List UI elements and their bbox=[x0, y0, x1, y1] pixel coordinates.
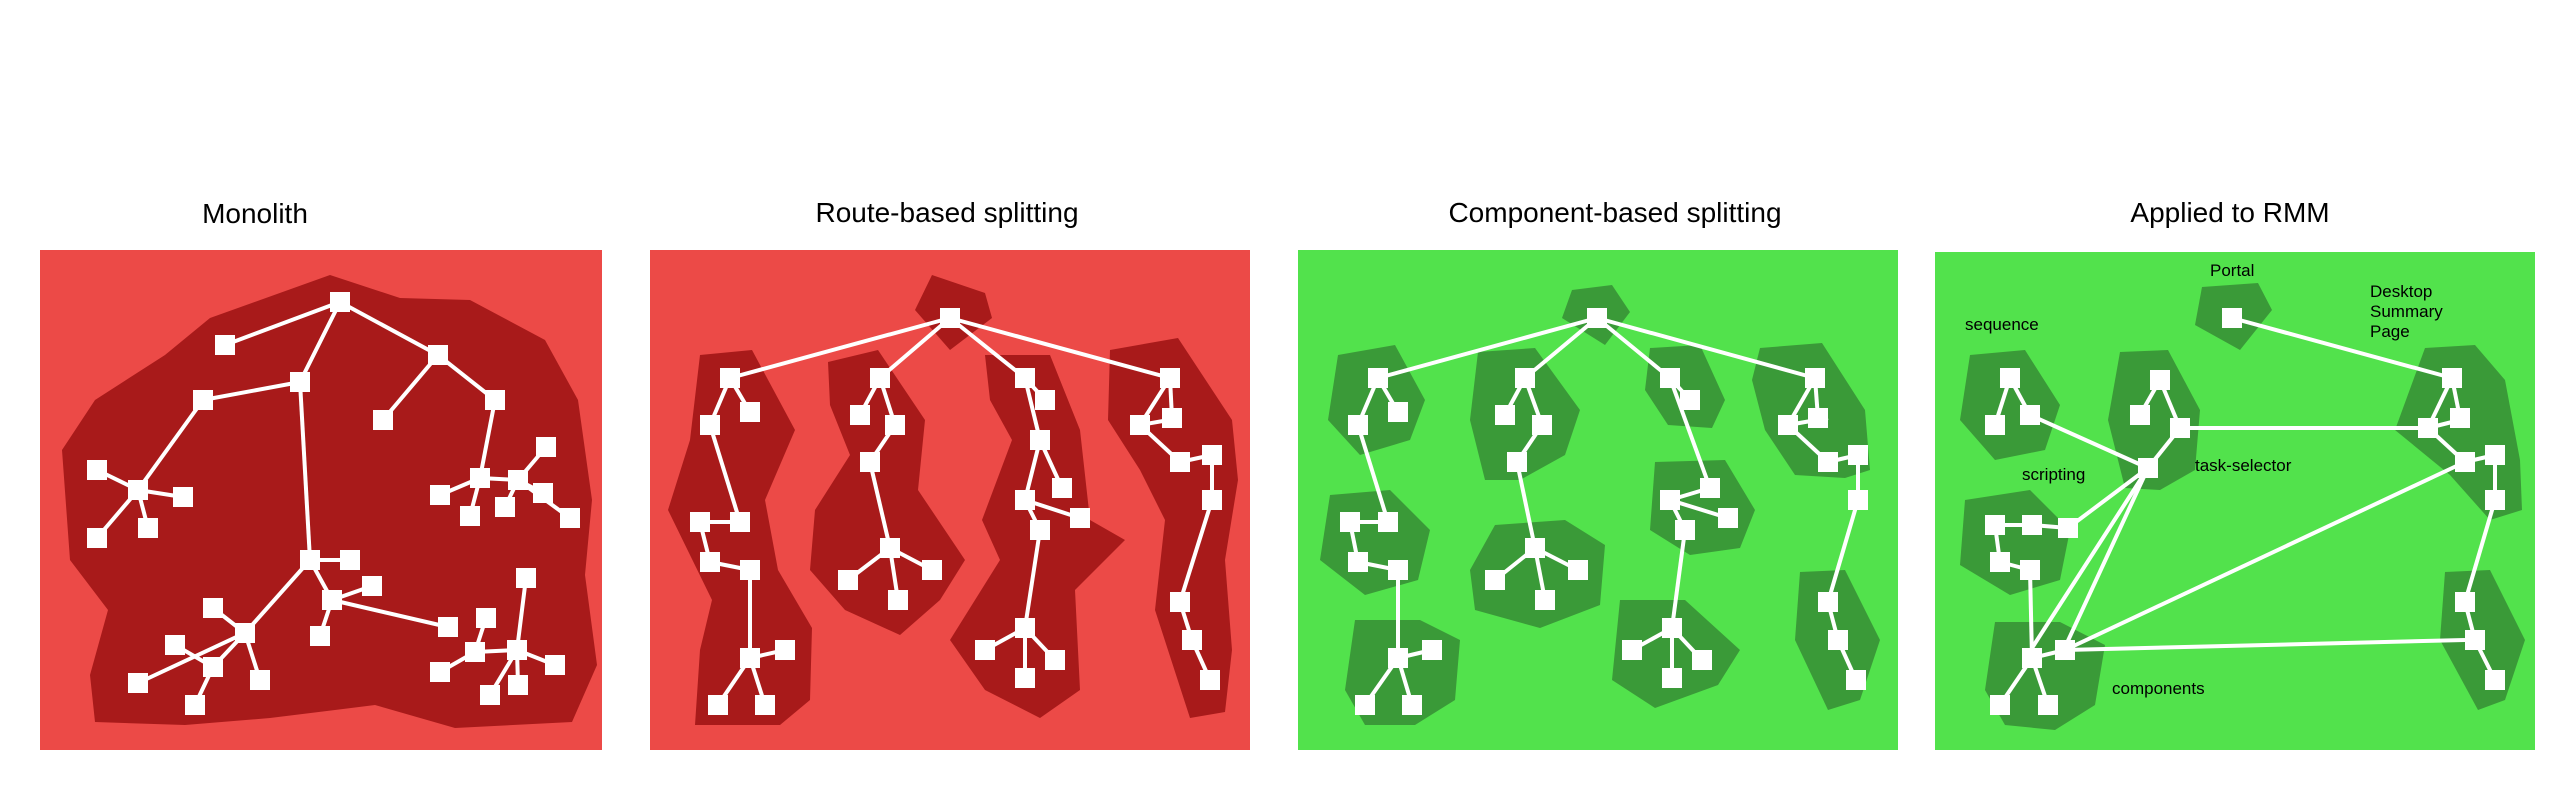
rmm-nodes bbox=[1985, 308, 2505, 715]
label-sequence: sequence bbox=[1965, 315, 2039, 334]
label-desktop-summary-line-3: Page bbox=[2370, 322, 2410, 341]
task-selector-region bbox=[2108, 350, 2200, 490]
label-desktop-summary-line-2: Summary bbox=[2370, 302, 2443, 321]
panel-component-based: Component-based splitting bbox=[1298, 197, 1898, 750]
panel-title: Monolith bbox=[202, 198, 308, 229]
panel-route-based: Route-based splitting bbox=[650, 197, 1250, 750]
monolith-nodes bbox=[87, 292, 580, 715]
route-nodes bbox=[690, 308, 1222, 715]
label-scripting: scripting bbox=[2022, 465, 2085, 484]
desktop-summary-region bbox=[2395, 345, 2522, 520]
label-desktop-summary-line-1: Desktop bbox=[2370, 282, 2432, 301]
label-portal: Portal bbox=[2210, 261, 2254, 280]
monolith-region bbox=[62, 275, 597, 728]
panel-title: Applied to RMM bbox=[2130, 197, 2329, 228]
panel-title: Component-based splitting bbox=[1448, 197, 1781, 228]
panel-title: Route-based splitting bbox=[815, 197, 1078, 228]
rmm-annotations: Portal Desktop Summary Page sequence scr… bbox=[1965, 261, 2443, 698]
panel-monolith: Monolith bbox=[40, 198, 602, 750]
label-task-selector: task-selector bbox=[2195, 456, 2292, 475]
component-nodes bbox=[1340, 308, 1868, 715]
label-components: components bbox=[2112, 679, 2205, 698]
panel-applied-to-rmm: Applied to RMM bbox=[1935, 197, 2535, 750]
